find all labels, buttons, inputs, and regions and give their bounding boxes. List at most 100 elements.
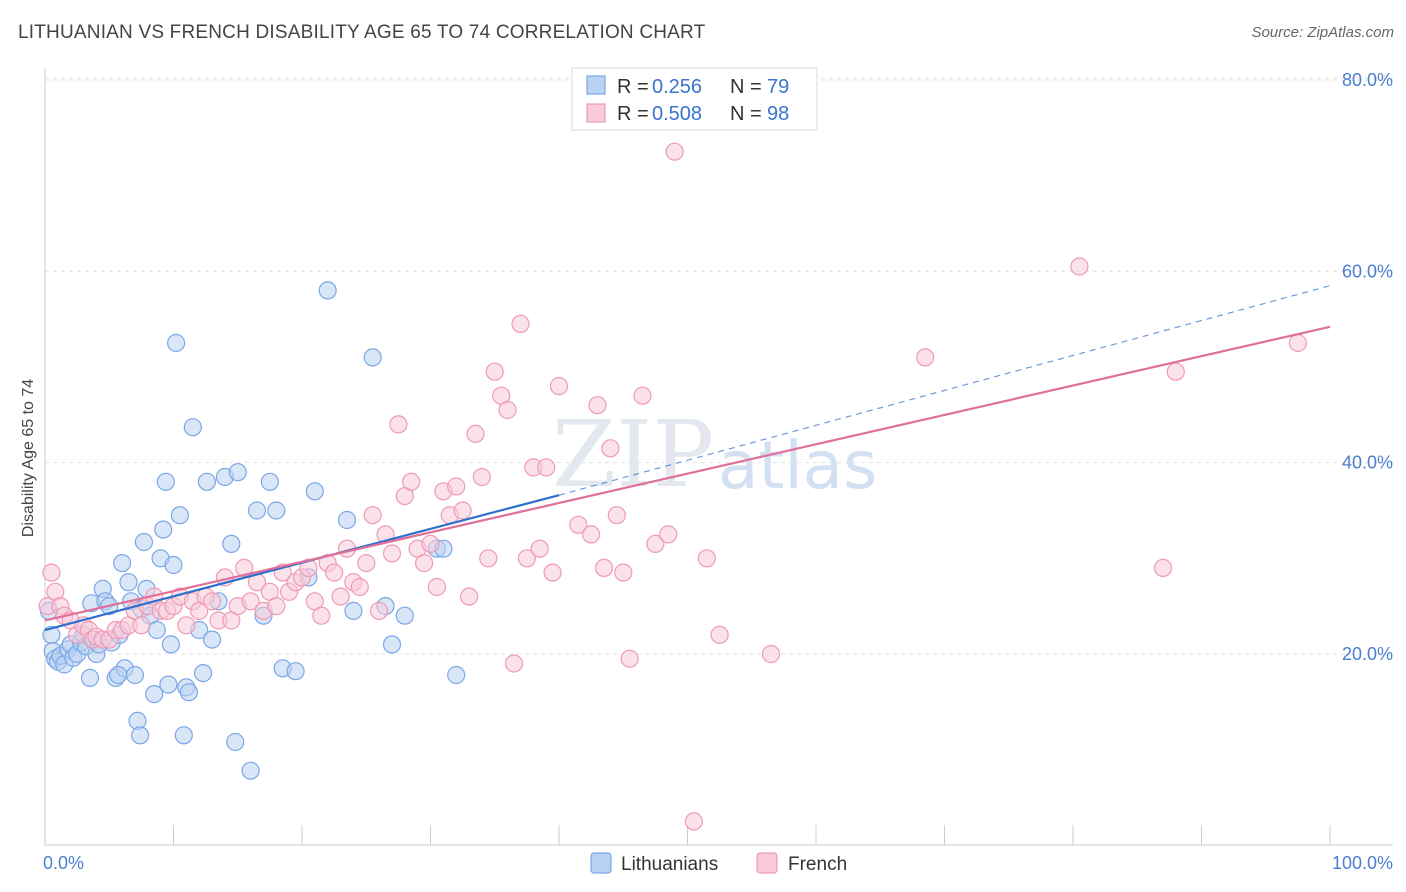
data-point-french: [357, 553, 376, 573]
data-point-french: [697, 549, 716, 568]
data-point-french: [382, 544, 402, 563]
x-tick-label-min: 0.0%: [43, 853, 84, 873]
data-point-french: [485, 362, 504, 381]
data-point-lithuanians: [203, 630, 222, 649]
source-label: Source: ZipAtlas.com: [1251, 24, 1394, 41]
data-point-lithuanians: [159, 675, 178, 694]
data-point-french: [684, 812, 704, 831]
data-point-lithuanians: [179, 683, 198, 702]
data-point-french: [447, 477, 466, 496]
data-point-french: [498, 400, 517, 420]
watermark-zip: ZIP: [552, 401, 714, 508]
data-point-lithuanians: [337, 510, 357, 530]
series-french: [38, 142, 1308, 831]
data-point-lithuanians: [305, 482, 324, 501]
data-point-french: [235, 558, 254, 578]
stats-legend-frame: [571, 67, 818, 131]
y-tick-label: 40.0%: [1342, 453, 1393, 473]
data-point-lithuanians: [170, 506, 189, 525]
data-point-french: [607, 506, 626, 525]
legend-r-label-1: R =: [617, 76, 649, 98]
legend-r-value-2: 0.508: [652, 103, 702, 125]
data-point-french: [1153, 558, 1173, 578]
data-point-lithuanians: [109, 665, 128, 685]
series-legend-lithuanians: Lithuanians: [621, 854, 718, 875]
data-point-french: [370, 601, 389, 621]
data-point-french: [543, 563, 562, 582]
y-tick-label: 60.0%: [1342, 261, 1393, 281]
data-point-french: [601, 439, 620, 458]
data-point-french: [1070, 257, 1089, 276]
watermark: ZIP atlas: [552, 401, 878, 508]
data-point-french: [42, 563, 61, 582]
trend-line-french: [44, 325, 1331, 622]
legend-r-value-1: 0.256: [652, 76, 702, 98]
data-point-french: [665, 142, 684, 161]
data-point-lithuanians: [228, 463, 247, 482]
data-point-lithuanians: [147, 620, 166, 640]
data-point-french: [402, 472, 421, 491]
y-tick-label: 80.0%: [1342, 70, 1393, 90]
data-point-french: [312, 606, 331, 625]
series-legend-french: French: [788, 854, 847, 875]
data-point-french: [504, 654, 524, 673]
data-point-lithuanians: [145, 684, 164, 704]
axes: 20.0% 40.0% 60.0% 80.0% 0.0% 100.0%: [43, 68, 1393, 873]
data-point-french: [761, 644, 781, 664]
stats-legend: R = 0.256 N = 79 R = 0.508 N = 98: [571, 67, 818, 131]
data-point-french: [659, 525, 678, 544]
legend-n-value-2: 98: [767, 103, 789, 125]
data-point-lithuanians: [382, 635, 402, 654]
chart-title: LITHUANIAN VS FRENCH DISABILITY AGE 65 T…: [18, 22, 706, 43]
data-point-french: [581, 525, 601, 544]
data-point-french: [614, 563, 633, 582]
data-point-french: [350, 577, 369, 597]
data-point-french: [177, 616, 196, 635]
data-point-lithuanians: [156, 472, 175, 491]
data-point-lithuanians: [183, 418, 202, 437]
data-point-french: [1166, 362, 1185, 381]
data-point-french: [389, 415, 408, 434]
data-point-french: [517, 549, 537, 568]
data-point-lithuanians: [112, 553, 132, 573]
data-point-lithuanians: [226, 732, 245, 752]
legend-swatch-french: [586, 103, 606, 123]
data-point-lithuanians: [164, 555, 183, 575]
data-point-lithuanians: [161, 635, 180, 654]
data-point-lithuanians: [80, 668, 100, 688]
y-axis-label: Disability Age 65 to 74: [20, 379, 37, 537]
data-point-lithuanians: [363, 348, 382, 367]
data-point-lithuanians: [222, 534, 241, 554]
data-point-french: [415, 553, 434, 573]
data-points: [38, 142, 1308, 831]
data-point-lithuanians: [134, 532, 153, 552]
data-point-french: [472, 467, 491, 487]
data-point-lithuanians: [197, 472, 216, 491]
data-point-lithuanians: [119, 573, 138, 592]
data-point-french: [633, 386, 652, 405]
data-point-french: [916, 348, 935, 367]
data-point-lithuanians: [131, 726, 150, 745]
data-point-french: [427, 577, 446, 597]
data-point-lithuanians: [395, 606, 414, 625]
legend-n-label-1: N =: [730, 76, 762, 98]
data-point-french: [588, 396, 607, 415]
data-point-lithuanians: [247, 501, 267, 520]
data-point-lithuanians: [318, 281, 337, 300]
data-point-lithuanians: [267, 501, 286, 520]
series-legend-swatch-french: [756, 852, 778, 874]
data-point-french: [479, 549, 498, 568]
data-point-french: [511, 314, 530, 333]
data-point-lithuanians: [447, 665, 466, 685]
data-point-french: [203, 592, 222, 611]
data-point-french: [569, 515, 588, 534]
legend-n-label-2: N =: [730, 103, 762, 125]
data-point-french: [537, 458, 556, 477]
data-point-french: [549, 377, 569, 396]
data-point-lithuanians: [125, 665, 144, 685]
series-lithuanians: [39, 281, 466, 780]
data-point-lithuanians: [260, 472, 279, 491]
data-point-lithuanians: [241, 761, 260, 780]
data-point-french: [460, 587, 479, 606]
